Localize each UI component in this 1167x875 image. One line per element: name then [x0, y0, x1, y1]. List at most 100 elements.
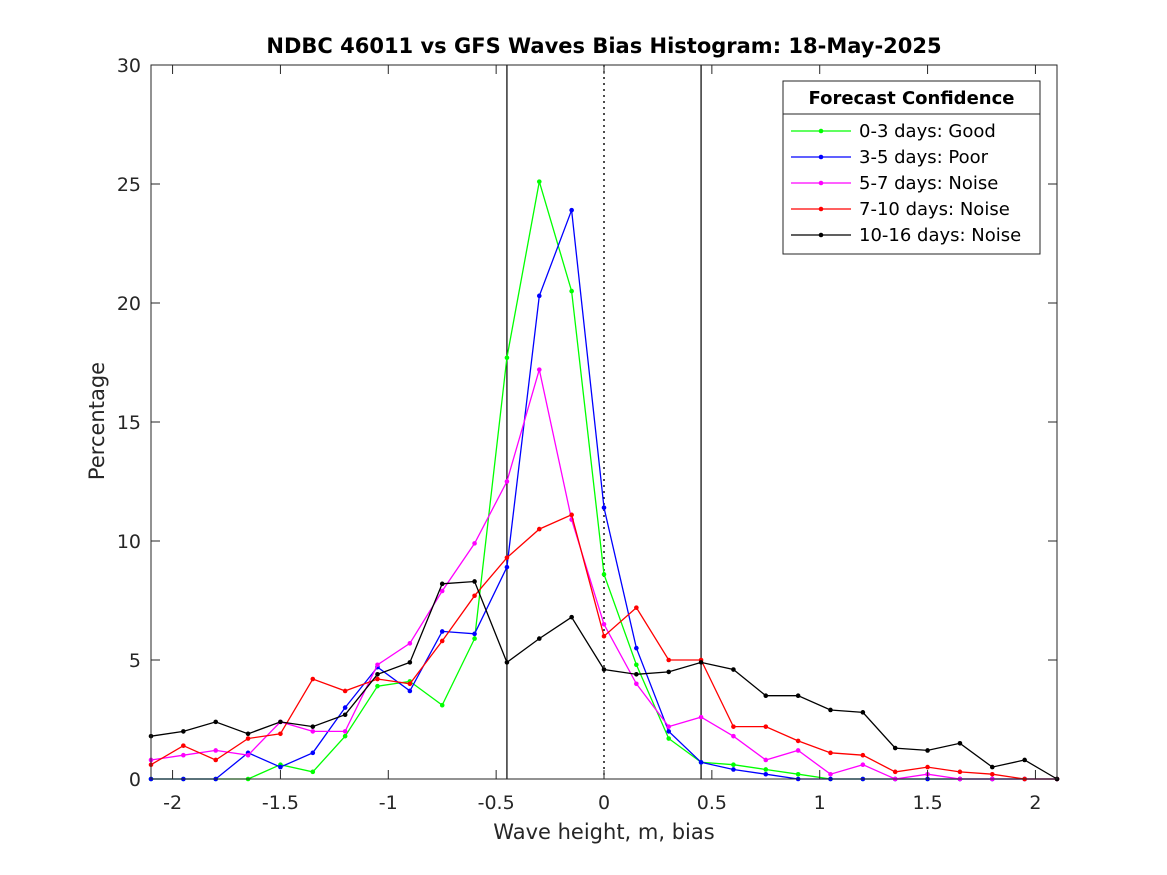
data-point [795, 748, 801, 753]
legend-swatch-marker [818, 154, 824, 160]
data-point [763, 693, 769, 698]
data-point [601, 505, 607, 510]
data-point [407, 681, 413, 687]
chart-title: NDBC 46011 vs GFS Waves Bias Histogram: … [266, 34, 941, 58]
data-point [569, 207, 574, 213]
legend-title: Forecast Confidence [809, 88, 1015, 109]
data-point [569, 288, 574, 294]
data-point [731, 762, 736, 768]
data-point [310, 724, 316, 729]
data-point [957, 741, 963, 746]
data-point [181, 743, 186, 748]
data-point [989, 764, 995, 770]
data-point [536, 636, 542, 641]
legend-label: 7-10 days: Noise [859, 199, 1010, 220]
legend-label: 3-5 days: Poor [859, 147, 989, 168]
y-tick-label: 20 [117, 293, 141, 315]
x-tick-label: 2 [1029, 792, 1041, 814]
data-point [763, 771, 769, 777]
data-point [310, 750, 316, 756]
data-point [342, 729, 348, 734]
data-point [245, 736, 251, 741]
data-point [310, 676, 316, 682]
y-tick-label: 0 [129, 769, 141, 791]
data-point [569, 512, 574, 518]
data-point [439, 588, 445, 594]
data-point [828, 750, 833, 756]
data-point [439, 702, 445, 708]
data-point [375, 683, 380, 689]
legend-entry: 10-16 days: Noise [791, 225, 1021, 246]
data-point [666, 729, 672, 734]
data-point [375, 662, 380, 668]
data-point [310, 769, 316, 775]
data-point [472, 579, 477, 584]
y-tick-label: 10 [117, 531, 141, 553]
data-point [634, 671, 639, 677]
data-point [278, 719, 283, 725]
series-4 [148, 579, 1060, 782]
data-point [375, 671, 380, 677]
data-point [536, 367, 542, 372]
data-point [213, 757, 219, 763]
x-tick-label: 1.5 [912, 792, 942, 814]
data-point [504, 564, 510, 570]
data-point [472, 631, 477, 637]
data-point [181, 729, 186, 734]
data-point [245, 752, 251, 758]
legend-entry: 7-10 days: Noise [791, 199, 1010, 220]
data-point [407, 660, 413, 665]
legend-label: 10-16 days: Noise [859, 225, 1021, 246]
data-point [342, 712, 348, 718]
x-tick-label: -1.5 [262, 792, 299, 814]
data-point [698, 714, 704, 720]
data-point [666, 669, 672, 675]
data-point [504, 660, 510, 665]
data-point [504, 479, 510, 484]
data-point [245, 731, 251, 737]
x-tick-label: -0.5 [478, 792, 515, 814]
data-point [569, 614, 574, 620]
data-point [472, 593, 477, 599]
y-tick-label: 15 [117, 412, 141, 434]
data-point [666, 736, 672, 741]
legend-swatch-marker [818, 232, 824, 238]
data-point [892, 745, 898, 751]
legend-label: 0-3 days: Good [859, 121, 996, 142]
data-point [407, 688, 413, 694]
data-point [925, 764, 930, 770]
data-point [601, 622, 607, 627]
y-tick-label: 25 [117, 174, 141, 196]
data-point [213, 719, 219, 725]
data-point [407, 641, 413, 646]
data-point [536, 179, 542, 184]
data-point [795, 693, 801, 698]
data-point [601, 633, 607, 639]
data-point [472, 636, 477, 641]
data-point [763, 724, 769, 729]
data-point [666, 657, 672, 663]
data-point [763, 757, 769, 763]
data-point [439, 581, 445, 587]
axes [150, 64, 1058, 780]
data-point [795, 738, 801, 744]
legend-swatch-marker [818, 206, 824, 212]
x-tick-label: -2 [163, 792, 182, 814]
legend-label: 5-7 days: Noise [859, 173, 998, 194]
x-tick-label: 0 [598, 792, 610, 814]
data-point [731, 733, 736, 739]
data-point [634, 645, 639, 651]
data-point [666, 724, 672, 729]
data-point [989, 771, 995, 777]
data-point [698, 760, 704, 765]
legend-swatch-marker [818, 128, 824, 134]
data-point [892, 769, 898, 775]
data-point [278, 731, 283, 737]
data-point [634, 681, 639, 687]
x-tick-label: 0.5 [697, 792, 727, 814]
data-point [634, 662, 639, 668]
legend-entry: 3-5 days: Poor [791, 147, 989, 168]
data-point [698, 660, 704, 665]
x-axis-title: Wave height, m, bias [493, 820, 714, 844]
